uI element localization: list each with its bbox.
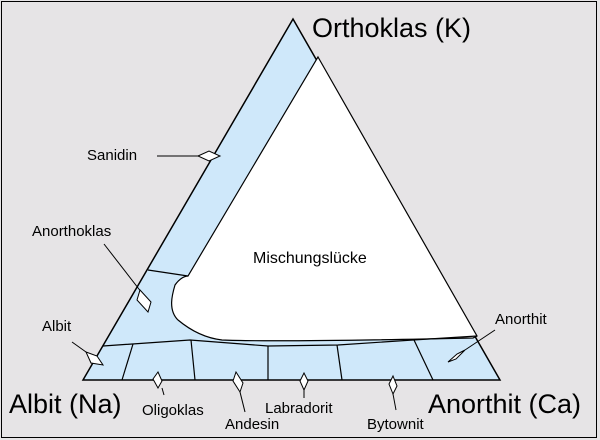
- bytownit-label: Bytownit: [367, 416, 425, 433]
- plagioclase-upper-boundary: [102, 335, 478, 347]
- albit-leader: [71, 341, 105, 366]
- miscibility-gap-region: [171, 55, 478, 342]
- oligoklas-label: Oligoklas: [142, 402, 204, 419]
- albit-endmember-label: Albit (Na): [9, 389, 122, 419]
- anorthoklas-label: Anorthoklas: [32, 223, 111, 240]
- anorthit-endmember-label: Anorthit (Ca): [428, 389, 581, 419]
- labradorit-bytownit-divider: [336, 344, 343, 381]
- sanidin-label: Sanidin: [87, 147, 137, 164]
- anorthit-leader: [447, 329, 496, 363]
- andesin-label: Andesin: [225, 416, 279, 433]
- labradorit-label: Labradorit: [265, 400, 333, 417]
- labradorit-leader: [299, 371, 309, 398]
- sanidin-leader: [157, 150, 222, 162]
- anorthit-label: Anorthit: [495, 311, 548, 328]
- sanidin-anorthoklas-boundary: [147, 269, 189, 277]
- albit-label: Albit: [42, 318, 72, 335]
- mischungsluecke-label: Mischungslücke: [253, 250, 367, 267]
- orthoklas-endmember-label: Orthoklas (K): [312, 13, 471, 43]
- anorthoklas-leader: [103, 243, 152, 313]
- bytownit-anorthit-divider: [413, 339, 434, 381]
- bytownit-leader: [388, 374, 398, 411]
- albit-oligoklas-divider: [121, 343, 134, 381]
- oligoklas-leader: [152, 370, 165, 396]
- andesin-leader: [232, 370, 246, 413]
- oligoklas-andesin-divider: [190, 339, 196, 381]
